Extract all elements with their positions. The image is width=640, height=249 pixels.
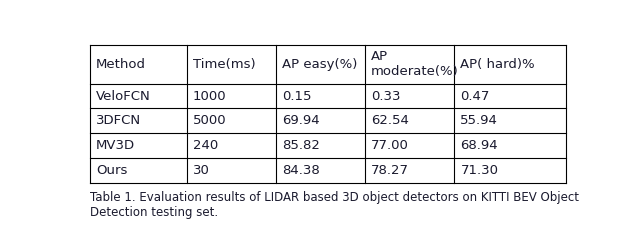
Text: AP( hard)%: AP( hard)% bbox=[460, 58, 535, 71]
Text: 84.38: 84.38 bbox=[282, 164, 319, 177]
Text: AP easy(%): AP easy(%) bbox=[282, 58, 357, 71]
Text: Method: Method bbox=[96, 58, 146, 71]
Text: 3DFCN: 3DFCN bbox=[96, 115, 141, 127]
Text: 240: 240 bbox=[193, 139, 218, 152]
Text: 0.33: 0.33 bbox=[371, 90, 401, 103]
Text: AP
moderate(%): AP moderate(%) bbox=[371, 50, 459, 78]
Text: 62.54: 62.54 bbox=[371, 115, 409, 127]
Text: Table 1. Evaluation results of LIDAR based 3D object detectors on KITTI BEV Obje: Table 1. Evaluation results of LIDAR bas… bbox=[90, 191, 579, 219]
Text: Ours: Ours bbox=[96, 164, 127, 177]
Text: 71.30: 71.30 bbox=[460, 164, 499, 177]
Text: 30: 30 bbox=[193, 164, 209, 177]
Text: 1000: 1000 bbox=[193, 90, 226, 103]
Text: 0.15: 0.15 bbox=[282, 90, 312, 103]
Text: 69.94: 69.94 bbox=[282, 115, 319, 127]
Text: 68.94: 68.94 bbox=[460, 139, 498, 152]
Text: 77.00: 77.00 bbox=[371, 139, 409, 152]
Text: 78.27: 78.27 bbox=[371, 164, 409, 177]
Text: VeloFCN: VeloFCN bbox=[96, 90, 150, 103]
Text: 5000: 5000 bbox=[193, 115, 226, 127]
Text: Time(ms): Time(ms) bbox=[193, 58, 255, 71]
Text: 0.47: 0.47 bbox=[460, 90, 490, 103]
Text: 55.94: 55.94 bbox=[460, 115, 499, 127]
Text: 85.82: 85.82 bbox=[282, 139, 320, 152]
Text: MV3D: MV3D bbox=[96, 139, 135, 152]
